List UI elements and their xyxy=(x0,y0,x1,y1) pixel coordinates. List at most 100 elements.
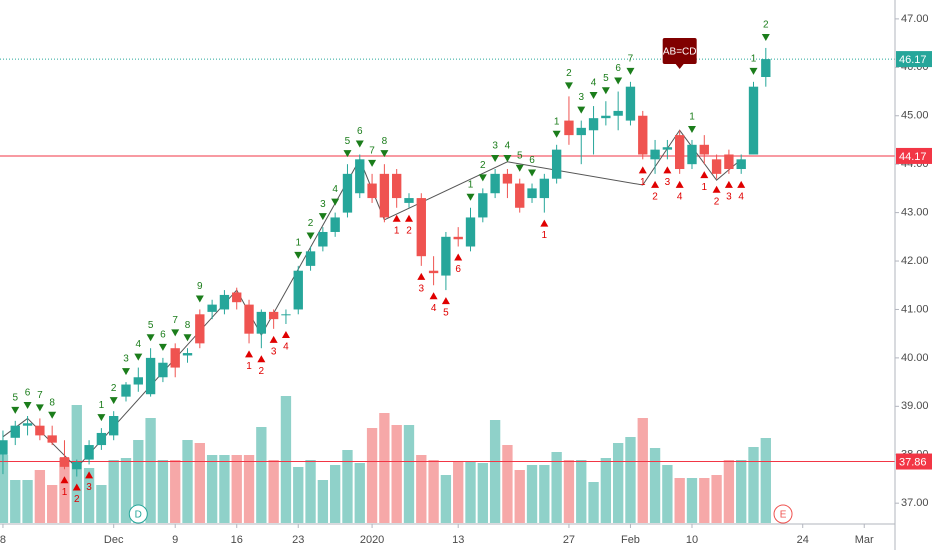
marker-arrow xyxy=(281,330,290,338)
marker-label: 6 xyxy=(455,264,461,275)
volume-bar xyxy=(231,455,242,523)
volume-bar xyxy=(465,462,476,523)
marker-arrow xyxy=(528,169,537,177)
marker-arrow xyxy=(515,164,524,172)
marker-label: 8 xyxy=(185,320,191,331)
volume-bar xyxy=(662,465,673,523)
marker-label: 5 xyxy=(443,308,449,319)
marker-label: 5 xyxy=(517,150,523,161)
marker-arrow xyxy=(392,214,401,222)
candle-body xyxy=(281,314,291,316)
marker-label: 5 xyxy=(12,392,18,403)
x-tick-label: 24 xyxy=(797,534,809,546)
point-label: E xyxy=(780,510,787,521)
marker-label: 5 xyxy=(148,320,154,331)
y-tick-label: 43.00 xyxy=(901,207,929,219)
x-tick-label: 8 xyxy=(0,534,6,546)
marker-label: 4 xyxy=(591,78,597,89)
candle-body xyxy=(355,159,365,194)
candle-body xyxy=(441,236,451,276)
volume-bar xyxy=(293,467,304,523)
volume-bar xyxy=(440,475,452,523)
price-tag xyxy=(896,51,932,68)
marker-label: 6 xyxy=(160,330,166,341)
y-tick-label: 41.00 xyxy=(901,303,929,315)
volume-bar xyxy=(612,443,624,523)
volume-bar xyxy=(366,428,378,523)
marker-arrow xyxy=(109,397,118,405)
volume-bar xyxy=(526,465,538,523)
marker-arrow xyxy=(257,355,266,363)
marker-arrow xyxy=(158,343,167,351)
volume-bar xyxy=(416,455,427,523)
volume-bar xyxy=(699,478,710,523)
marker-label: 2 xyxy=(566,68,572,79)
marker-label: 1 xyxy=(99,400,105,411)
candle-body xyxy=(121,384,131,397)
x-tick-label: 23 xyxy=(292,534,304,546)
marker-label: 1 xyxy=(468,179,474,190)
volume-bar xyxy=(268,460,279,523)
marker-arrow xyxy=(687,125,696,133)
marker-arrow xyxy=(121,368,130,376)
volume-bar xyxy=(59,458,70,523)
marker-arrow xyxy=(700,171,709,179)
marker-label: 3 xyxy=(492,141,498,152)
marker-arrow xyxy=(478,174,487,182)
candle-body xyxy=(625,86,636,121)
marker-label: 2 xyxy=(480,160,486,171)
marker-label: 3 xyxy=(665,177,671,188)
marker-arrow xyxy=(614,77,623,85)
volume-bar xyxy=(219,455,230,523)
x-tick-label: 27 xyxy=(563,534,575,546)
candle-body xyxy=(195,314,205,344)
marker-arrow xyxy=(60,476,69,484)
marker-arrow xyxy=(737,180,746,188)
volume-bar xyxy=(563,460,575,523)
marker-arrow xyxy=(577,106,586,114)
candle-body xyxy=(699,144,709,155)
marker-arrow xyxy=(404,214,413,222)
marker-label: 6 xyxy=(529,155,535,166)
marker-arrow xyxy=(355,140,364,148)
candle-body xyxy=(318,231,328,247)
candle-body xyxy=(564,120,574,136)
marker-arrow xyxy=(712,185,721,193)
volume-bar xyxy=(243,455,255,523)
marker-arrow xyxy=(663,166,672,174)
volume-bar xyxy=(182,440,193,523)
price-tag xyxy=(896,147,932,164)
volume-bar xyxy=(588,482,599,523)
marker-arrow xyxy=(331,198,340,206)
volume-bar xyxy=(280,396,292,523)
volume-bar xyxy=(736,460,747,523)
marker-label: 4 xyxy=(505,141,511,152)
price-tag-label: 44.17 xyxy=(899,151,927,163)
marker-label: 1 xyxy=(554,116,560,127)
marker-arrow xyxy=(85,471,94,479)
candle-body xyxy=(22,423,33,426)
marker-label: 1 xyxy=(702,182,708,193)
marker-arrow xyxy=(35,404,44,412)
volume-bar xyxy=(305,460,316,523)
candle-body xyxy=(662,147,673,150)
candle-body xyxy=(256,311,267,334)
candle-body xyxy=(453,236,463,240)
point-circle xyxy=(773,504,793,524)
volume-bar xyxy=(514,470,525,523)
marker-arrow xyxy=(97,414,106,422)
marker-arrow xyxy=(466,193,475,201)
marker-label: 7 xyxy=(369,146,375,157)
candle-body xyxy=(515,183,525,208)
volume-bar xyxy=(22,480,33,523)
volume-bar xyxy=(83,468,95,523)
marker-label: 2 xyxy=(308,218,314,229)
volume-bar xyxy=(10,480,21,523)
volume-bar xyxy=(600,458,612,523)
marker-arrow xyxy=(195,295,204,303)
marker-arrow xyxy=(318,213,327,221)
marker-arrow xyxy=(675,180,684,188)
marker-label: 1 xyxy=(295,238,301,249)
candle-body xyxy=(330,217,340,232)
marker-label: 2 xyxy=(714,196,720,207)
